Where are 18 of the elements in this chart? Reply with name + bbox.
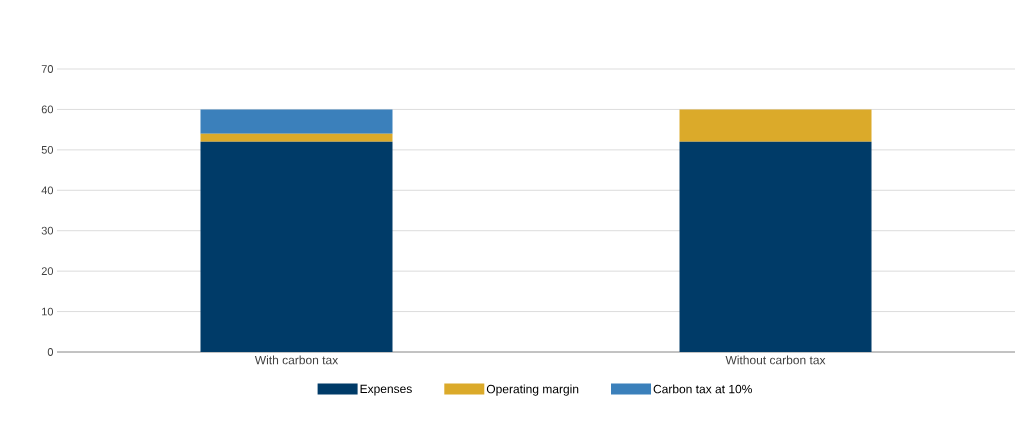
y-tick-label: 10 [42,307,54,316]
bar [679,141,872,352]
y-tick-label: 40 [41,186,54,195]
legend-label: Operating margin [486,384,579,396]
bar [679,109,872,142]
legend-label: Carbon tax at 10% [653,384,752,394]
bar [200,109,393,134]
bar [200,141,393,352]
x-tick-label: Without carbon tax [725,355,826,365]
y-tick-label: 0 [47,348,54,356]
y-tick-label: 30 [41,226,54,235]
legend-label: Expenses [360,384,412,396]
y-tick-label: 20 [41,267,54,276]
bar [200,133,393,142]
y-tick-label: 70 [41,65,54,73]
y-tick-label: 60 [41,105,54,114]
y-tick-label: 50 [41,145,54,154]
x-tick-label: With carbon tax [254,355,339,365]
